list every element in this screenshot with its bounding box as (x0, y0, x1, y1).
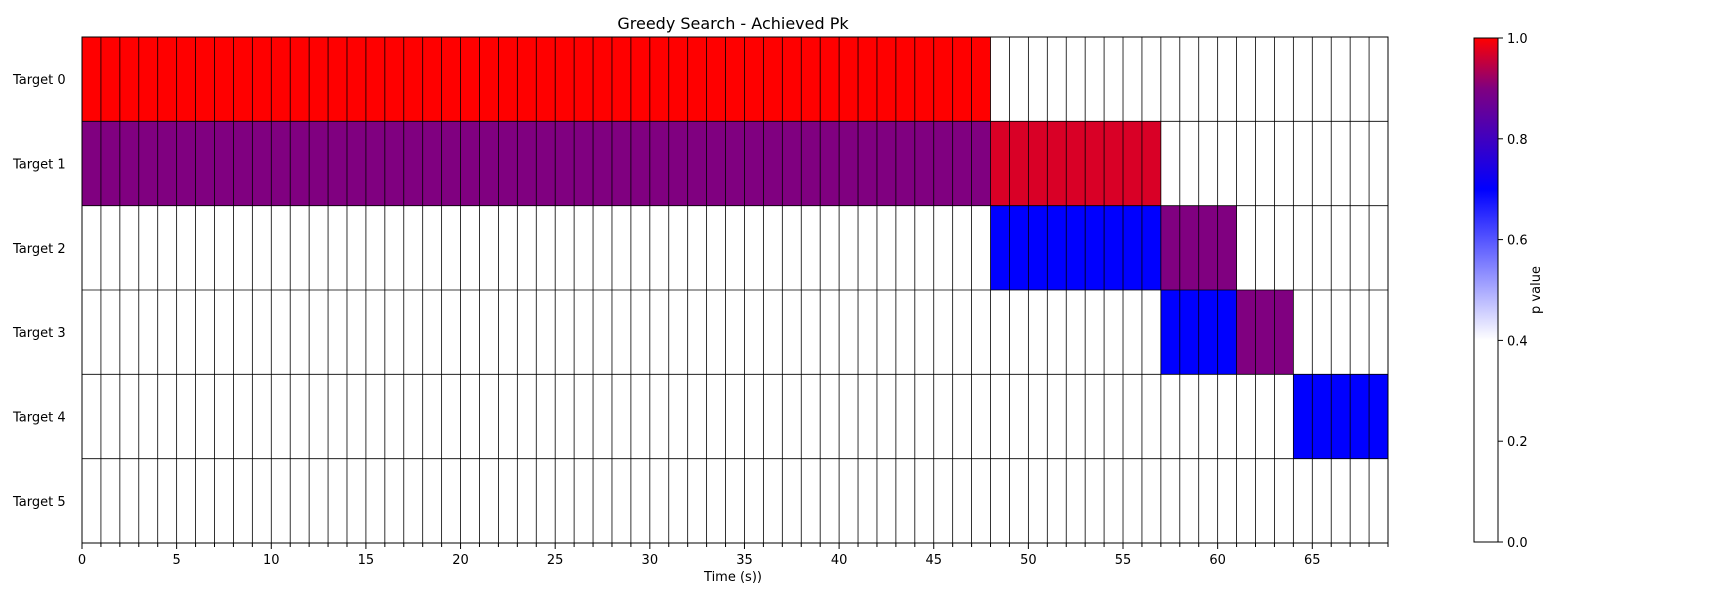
row-label: Target 1 (12, 158, 66, 173)
heatmap-cell (990, 121, 1161, 206)
plot-frame (81, 36, 1389, 544)
colorbar-tick-label: 1.0 (1507, 32, 1528, 47)
x-tick-label: 30 (642, 553, 659, 568)
row-label: Target 0 (12, 73, 66, 88)
x-tick-label: 40 (831, 553, 848, 568)
row-label: Target 2 (12, 242, 66, 257)
row-labels: Target 0 Target 1 Target 2 Target 3 Target 4… (12, 73, 66, 510)
colorbar: 0.0 0.2 0.4 0.6 0.8 1.0 (1473, 32, 1528, 551)
heatmap-cell (1293, 374, 1388, 459)
colorbar-tick-label: 0.8 (1507, 133, 1528, 148)
colorbar-gradient (1473, 37, 1499, 543)
colorbar-tick-label: 0.2 (1507, 435, 1528, 450)
heatmap-cells (82, 37, 1388, 459)
x-tick-label: 0 (78, 553, 86, 568)
x-tick-label: 55 (1115, 553, 1132, 568)
x-axis-ticks: 0 5 10 15 20 25 30 35 40 45 50 55 60 65 (78, 543, 1389, 568)
x-tick-label: 35 (736, 553, 753, 568)
heatmap-cell (1236, 290, 1294, 375)
x-tick-label: 50 (1020, 553, 1037, 568)
x-tick-label: 20 (452, 553, 469, 568)
x-tick-label: 15 (358, 553, 375, 568)
x-tick-label: 5 (172, 553, 180, 568)
colorbar-tick-label: 0.4 (1507, 334, 1528, 349)
row-label: Target 5 (12, 495, 66, 510)
heatmap-cell (990, 205, 1161, 290)
colorbar-label: p value (1529, 266, 1544, 314)
x-tick-label: 25 (547, 553, 564, 568)
x-axis-label: Time (s)) (703, 570, 762, 585)
x-tick-label: 10 (263, 553, 280, 568)
chart-title: Greedy Search - Achieved Pk (617, 14, 849, 33)
row-label: Target 3 (12, 326, 66, 341)
grid-lines (81, 36, 1389, 544)
x-tick-label: 45 (925, 553, 942, 568)
colorbar-tick-label: 0.0 (1507, 536, 1528, 551)
x-tick-label: 60 (1209, 553, 1226, 568)
row-label: Target 4 (12, 411, 66, 426)
colorbar-tick-label: 0.6 (1507, 234, 1528, 249)
x-tick-label: 65 (1304, 553, 1321, 568)
